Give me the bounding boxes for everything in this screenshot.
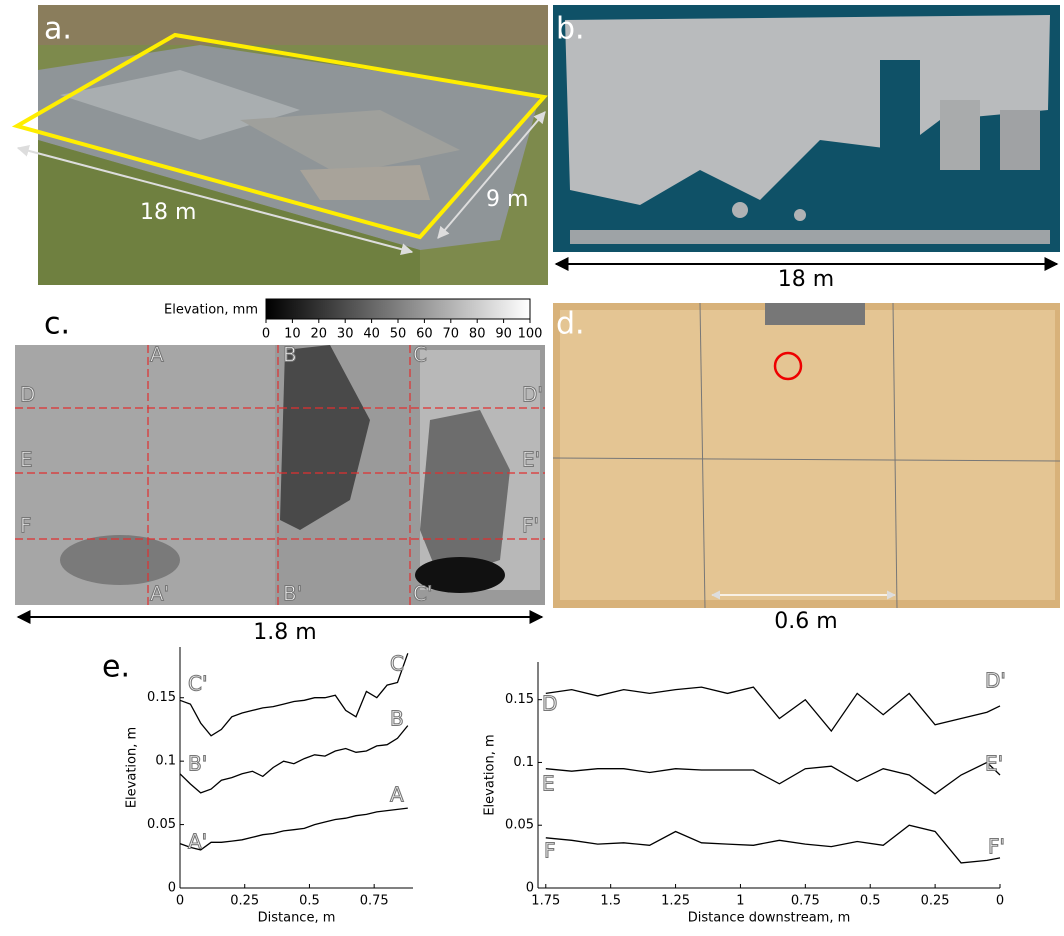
y-tick-label: 0.05 <box>505 818 534 833</box>
photo-d <box>552 302 1061 609</box>
colorbar-tick-label: 60 <box>416 327 433 342</box>
profile-line <box>545 686 1001 733</box>
colorbar-tick-label: 70 <box>443 327 460 342</box>
colorbar-tick-label: 80 <box>469 327 486 342</box>
x-axis-label: Distance, m <box>258 911 336 926</box>
profile-label: C <box>390 652 404 676</box>
profile-line <box>179 725 409 794</box>
section-label: E <box>20 448 33 472</box>
section-label: B <box>283 343 297 367</box>
scale-label: 1.8 m <box>253 620 316 645</box>
profile-label: A' <box>188 830 207 854</box>
profile-label: E <box>542 772 555 796</box>
profile-line <box>545 761 1001 795</box>
x-tick-label: 1.75 <box>531 894 560 909</box>
x-tick-label: 0 <box>176 894 184 909</box>
colorbar-tick-label: 40 <box>363 327 380 342</box>
panel-label: e. <box>102 650 130 685</box>
x-tick-label: 0.75 <box>791 894 820 909</box>
colorbar-tick-label: 100 <box>518 327 543 342</box>
section-label: C' <box>413 582 432 606</box>
y-axis-label: Elevation, m <box>483 734 498 815</box>
x-axis-label: Distance downstream, m <box>688 911 851 926</box>
profile-line <box>179 807 408 851</box>
photo-a <box>11 5 548 285</box>
x-tick-label: 1.25 <box>661 894 690 909</box>
profile-label: B <box>390 707 404 731</box>
colorbar-tick-label: 0 <box>262 327 270 342</box>
profile-line <box>545 824 1001 864</box>
section-label: D <box>20 383 35 407</box>
x-tick-label: 0.25 <box>230 894 259 909</box>
model-b <box>553 5 1060 252</box>
scale-label: 0.6 m <box>774 609 837 634</box>
panel-label: a. <box>44 12 72 47</box>
y-axis-label: Elevation, m <box>125 727 140 808</box>
x-tick-label: 0.75 <box>360 894 389 909</box>
profile-label: D <box>542 692 557 716</box>
profile-label: F' <box>988 835 1005 859</box>
section-label: F <box>20 514 32 538</box>
section-label: D' <box>522 383 543 407</box>
section-label: A <box>150 343 164 367</box>
dimension-label: 9 m <box>486 187 528 212</box>
colorbar-tick-label: 20 <box>311 327 328 342</box>
panel-label: b. <box>556 12 585 47</box>
y-tick-label: 0.15 <box>147 690 176 705</box>
x-tick-label: 0 <box>996 894 1004 909</box>
panel-label: d. <box>556 307 585 342</box>
x-tick-label: 1 <box>736 894 744 909</box>
y-tick-label: 0.15 <box>505 692 534 707</box>
colorbar-title: Elevation, mm <box>164 303 258 318</box>
y-tick-label: 0.05 <box>147 817 176 832</box>
y-tick-label: 0.1 <box>513 755 534 770</box>
x-tick-label: 1.5 <box>600 894 621 909</box>
colorbar-tick-label: 50 <box>390 327 407 342</box>
section-label: F' <box>522 514 539 538</box>
scale-label: 18 m <box>778 267 834 292</box>
dimension-label: 18 m <box>140 200 196 225</box>
profile-line <box>179 653 409 737</box>
profile-label: A <box>390 783 404 807</box>
panel-label: c. <box>44 307 70 342</box>
profile-label: C' <box>188 672 207 696</box>
colorbar-tick-label: 10 <box>284 327 301 342</box>
colorbar <box>265 298 531 320</box>
y-tick-label: 0 <box>168 881 176 896</box>
x-tick-label: 0.25 <box>921 894 950 909</box>
section-label: B' <box>283 582 302 606</box>
x-tick-label: 0.5 <box>860 894 881 909</box>
section-lines <box>15 345 545 605</box>
colorbar-tick-label: 90 <box>495 327 512 342</box>
y-tick-label: 0.1 <box>155 754 176 769</box>
section-label: E' <box>522 448 540 472</box>
section-label: C <box>413 343 427 367</box>
profile-label: F <box>544 839 556 863</box>
y-tick-label: 0 <box>526 881 534 896</box>
elevation-map-c <box>15 345 545 605</box>
colorbar-tick-label: 30 <box>337 327 354 342</box>
profile-label: D' <box>985 669 1006 693</box>
section-label: A' <box>150 582 169 606</box>
profile-label: E' <box>985 752 1003 776</box>
profile-label: B' <box>188 752 207 776</box>
x-tick-label: 0.5 <box>299 894 320 909</box>
